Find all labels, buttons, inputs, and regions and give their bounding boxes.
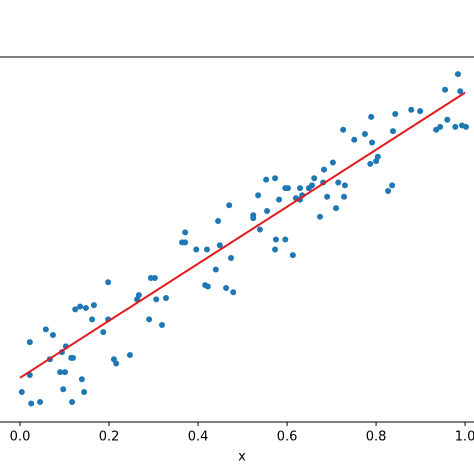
x-tick-label: 1.0 bbox=[455, 430, 474, 445]
point bbox=[72, 306, 79, 313]
point bbox=[333, 205, 340, 212]
point bbox=[42, 326, 49, 333]
point bbox=[263, 176, 270, 183]
point bbox=[77, 303, 84, 310]
point bbox=[389, 128, 396, 135]
point bbox=[341, 182, 348, 189]
point bbox=[226, 202, 233, 209]
point bbox=[227, 255, 234, 262]
point bbox=[452, 123, 459, 130]
point bbox=[341, 193, 348, 200]
point bbox=[182, 239, 189, 246]
point bbox=[329, 159, 336, 166]
point bbox=[335, 179, 342, 186]
x-tick-label: 0.6 bbox=[277, 430, 298, 445]
point bbox=[340, 126, 347, 133]
point bbox=[216, 242, 223, 249]
point bbox=[361, 130, 368, 137]
point bbox=[250, 212, 257, 219]
point bbox=[256, 226, 263, 233]
point bbox=[215, 217, 222, 224]
point bbox=[223, 284, 230, 291]
point bbox=[78, 376, 85, 383]
point bbox=[408, 106, 415, 113]
point bbox=[135, 292, 142, 299]
x-tick-label: 0.4 bbox=[188, 430, 209, 445]
x-axis-label: x bbox=[238, 450, 246, 465]
point bbox=[317, 213, 324, 220]
point bbox=[182, 229, 189, 236]
point bbox=[308, 182, 315, 189]
point bbox=[204, 283, 211, 290]
point bbox=[146, 316, 153, 323]
point bbox=[37, 399, 44, 406]
point bbox=[324, 193, 331, 200]
point bbox=[264, 207, 271, 214]
point bbox=[203, 246, 210, 253]
point bbox=[457, 88, 464, 95]
point bbox=[153, 296, 160, 303]
x-tick-label: 0.0 bbox=[10, 430, 31, 445]
point bbox=[296, 185, 303, 192]
point bbox=[212, 266, 219, 273]
point bbox=[89, 316, 96, 323]
point bbox=[49, 332, 56, 339]
point bbox=[151, 274, 158, 281]
point bbox=[369, 139, 376, 146]
point bbox=[69, 399, 76, 406]
point bbox=[113, 360, 120, 367]
point bbox=[442, 86, 449, 93]
point bbox=[255, 192, 262, 199]
point bbox=[417, 108, 424, 115]
point bbox=[321, 166, 328, 173]
point bbox=[389, 182, 396, 189]
point bbox=[272, 246, 279, 253]
point bbox=[272, 236, 279, 243]
point bbox=[462, 123, 469, 130]
point bbox=[437, 123, 444, 130]
point bbox=[311, 175, 318, 182]
point bbox=[282, 236, 289, 243]
point bbox=[57, 369, 64, 376]
point bbox=[454, 71, 461, 78]
point bbox=[82, 304, 89, 311]
point bbox=[373, 158, 380, 165]
x-tick-label: 0.2 bbox=[99, 430, 120, 445]
point bbox=[351, 136, 358, 143]
x-tick-label: 0.8 bbox=[366, 430, 387, 445]
point bbox=[367, 160, 374, 167]
point bbox=[100, 329, 107, 336]
point bbox=[193, 246, 200, 253]
point bbox=[272, 175, 279, 182]
point bbox=[18, 389, 25, 396]
point bbox=[230, 289, 237, 296]
point bbox=[444, 116, 451, 123]
point bbox=[60, 386, 67, 393]
point bbox=[385, 188, 392, 195]
point bbox=[81, 389, 88, 396]
point bbox=[276, 196, 283, 203]
point bbox=[163, 294, 170, 301]
point bbox=[368, 113, 375, 120]
point bbox=[61, 369, 68, 376]
point bbox=[289, 252, 296, 259]
point bbox=[126, 351, 133, 358]
point bbox=[105, 279, 112, 286]
fit-line bbox=[19, 91, 466, 379]
point bbox=[90, 302, 97, 309]
point bbox=[159, 322, 166, 329]
point bbox=[69, 354, 76, 361]
point bbox=[28, 400, 35, 407]
point bbox=[26, 339, 33, 346]
point bbox=[282, 185, 289, 192]
point bbox=[392, 111, 399, 118]
